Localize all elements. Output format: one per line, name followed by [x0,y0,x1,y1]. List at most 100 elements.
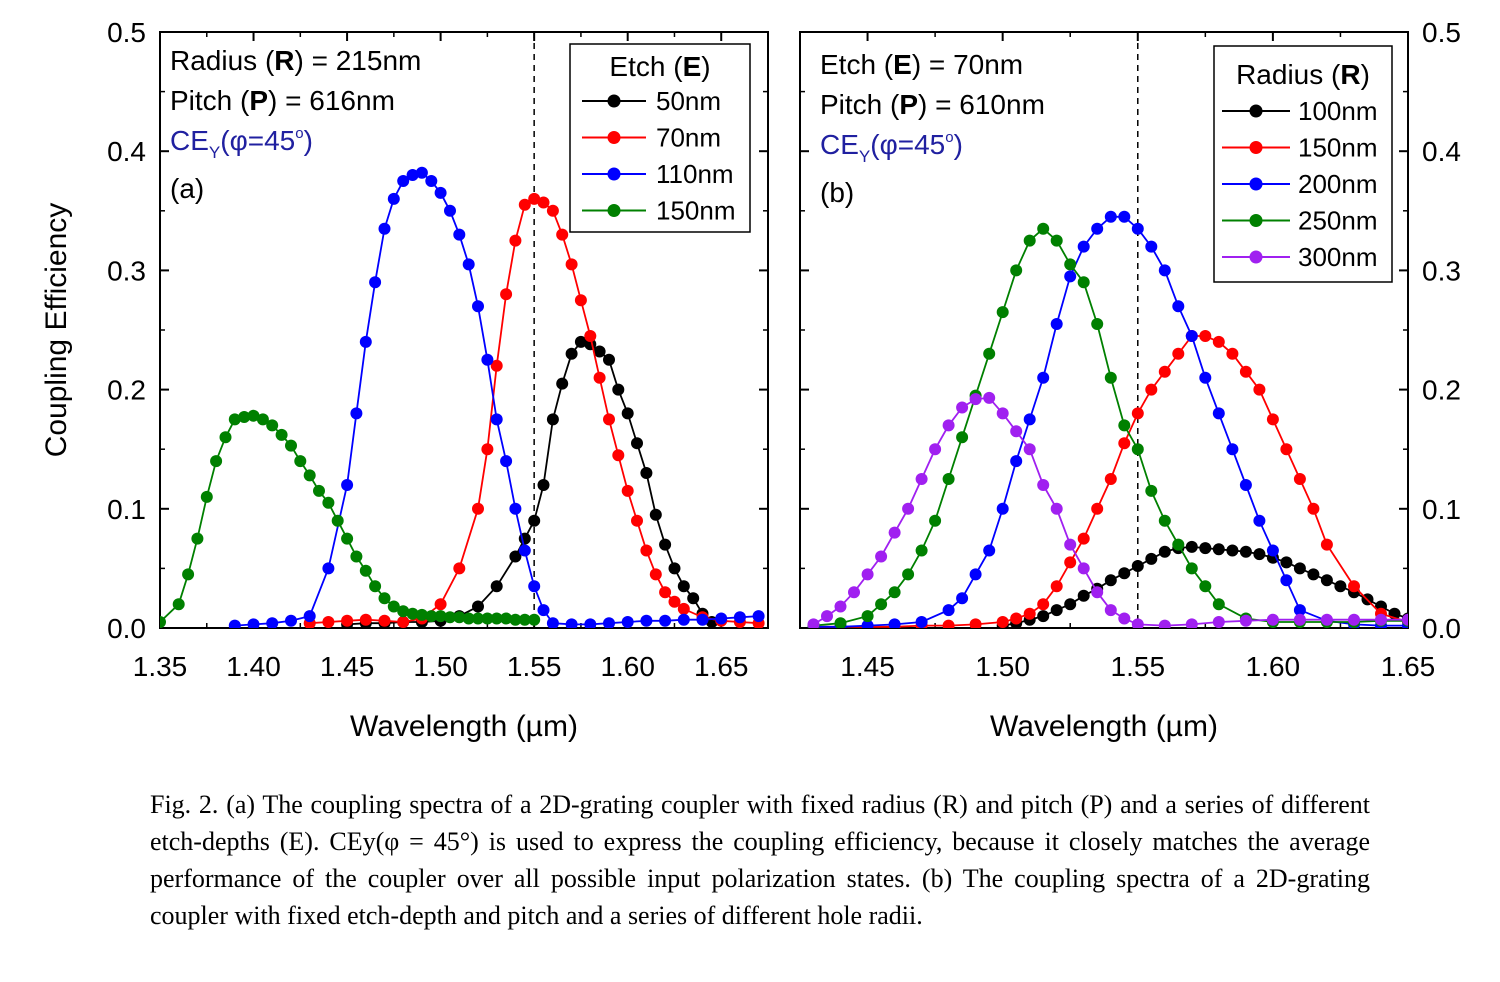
data-point [1212,335,1225,348]
data-point [369,276,382,289]
data-point [875,598,888,611]
y-tick-label: 0.1 [1422,494,1461,525]
legend-label: 70nm [656,123,721,153]
data-point [565,258,578,271]
annotation-ce: CEY(φ=45o) [170,125,313,162]
data-point [462,612,475,625]
data-point [1077,532,1090,545]
data-point [659,586,672,599]
x-axis-label: Wavelength (µm) [990,710,1218,743]
data-point [434,598,447,611]
data-point [834,617,847,628]
data-point [481,353,494,366]
data-point [1253,514,1266,527]
data-point [1280,574,1293,587]
data-point [612,449,625,462]
data-point [640,614,653,627]
data-point [1023,443,1036,456]
figure-caption: Fig. 2. (a) The coupling spectra of a 2D… [150,786,1370,934]
legend: Etch (E) 50nm 70nm 110nm 150nm [569,43,751,233]
data-point [1037,598,1050,611]
data-point [983,544,996,557]
legend-swatch-marker [1249,177,1263,191]
data-point [294,455,307,468]
data-point [1104,604,1117,617]
data-point [518,198,531,211]
data-point [1212,598,1225,611]
x-tick-label: 1.65 [1381,651,1436,682]
data-point [996,407,1009,420]
y-axis-label: Coupling Efficiency [40,203,73,458]
data-point [956,431,969,444]
annotation-line-1: Radius (R) = 215nm [170,45,421,76]
data-point [983,347,996,360]
data-point [1037,371,1050,384]
data-point [969,618,982,628]
data-point [434,186,447,199]
data-point [1050,318,1063,330]
data-point [303,610,316,623]
data-point [537,196,550,209]
data-point [861,610,874,623]
legend-swatch-marker [1249,250,1263,264]
data-point [1239,479,1252,491]
x-tick-label: 1.50 [975,651,1030,682]
data-point [668,595,681,608]
data-point [1199,580,1212,593]
data-point [1131,222,1144,235]
data-point [612,383,625,396]
data-point [969,568,982,581]
annotation-line-2: Pitch (P) = 616nm [170,85,395,116]
data-point [546,413,559,426]
y-tick-label: 0.5 [1422,17,1461,48]
data-point [1158,264,1171,277]
data-point [359,564,372,577]
data-point [1064,598,1077,611]
data-point [266,419,279,432]
data-point [444,611,456,624]
data-point [1199,371,1212,384]
data-point [668,562,681,575]
data-point [1050,604,1063,617]
data-point [481,443,494,456]
data-point [983,391,996,404]
data-point [942,473,955,485]
data-point [1104,371,1117,384]
data-point [331,514,344,527]
data-point [509,234,522,247]
data-point [659,614,672,627]
data-point [341,532,354,545]
y-tick-label: 0.0 [107,613,146,644]
data-point [1131,618,1144,628]
data-point [996,616,1009,628]
data-point [1023,234,1036,247]
data-point [640,467,653,479]
data-point [425,610,438,623]
data-point [378,222,391,235]
series-line [347,340,713,626]
data-point [1239,545,1252,558]
data-point [1077,589,1090,602]
legend: Radius (R) 100nm 150nm 200nm 250nm 300nm [1213,45,1393,283]
data-point [285,439,297,452]
data-point [733,611,746,624]
data-point [621,484,634,497]
y-tick-label: 0.1 [107,494,146,525]
data-point [518,544,531,557]
data-point [715,612,728,625]
data-point [1348,613,1360,626]
data-point [528,192,541,205]
x-tick-label: 1.35 [133,651,188,682]
data-point [888,586,901,599]
data-point [1104,210,1117,223]
data-point [518,613,531,626]
data-point [1348,580,1360,593]
data-point [528,514,541,527]
data-point [593,371,606,384]
data-point [322,616,335,628]
data-point [888,526,901,539]
data-point [621,407,634,420]
data-point [640,544,653,557]
data-point [556,377,569,390]
data-point [1077,276,1090,289]
